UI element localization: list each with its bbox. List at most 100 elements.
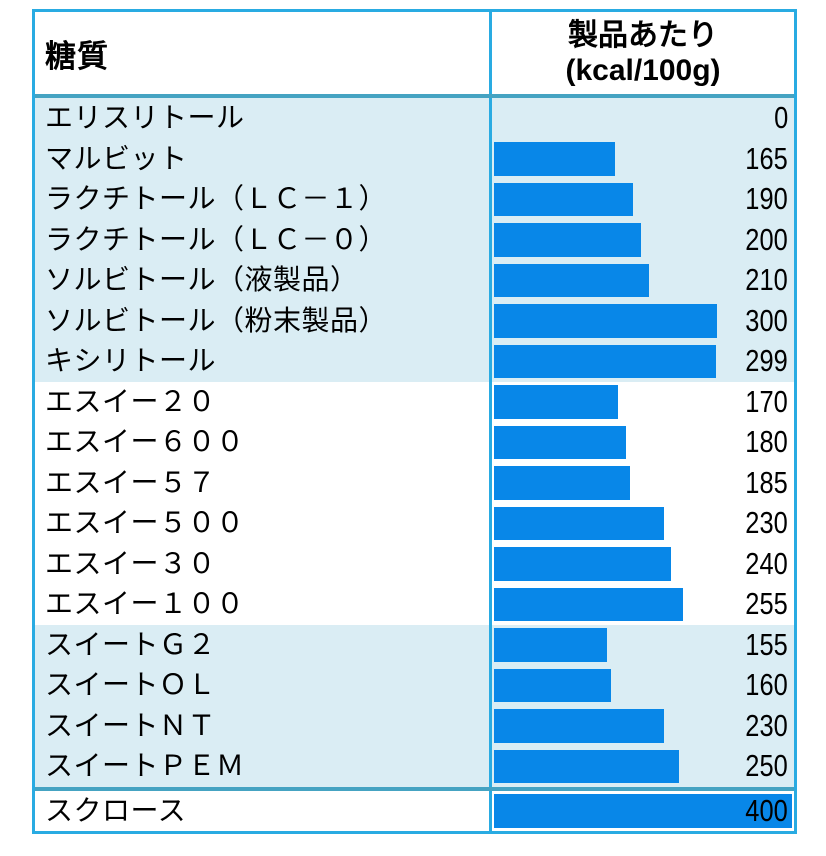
- calorie-value-number: 250: [745, 748, 788, 783]
- table-row: エスイー３０ 240: [35, 543, 794, 585]
- calorie-value: 190: [492, 179, 794, 220]
- calorie-bar: [494, 709, 664, 743]
- table-row: スイートＯＬ 160: [35, 665, 794, 706]
- calorie-bar: [494, 142, 615, 176]
- calorie-bar: [494, 263, 649, 297]
- calorie-value-number: 230: [745, 707, 788, 743]
- calorie-value-number: 180: [745, 424, 788, 459]
- table-row: スイートＧ２ 155: [35, 624, 794, 666]
- sugar-name: エスイー５７: [45, 466, 217, 498]
- table-row: ソルビトール（粉末製品） 300: [35, 300, 794, 342]
- calorie-cell: 210: [489, 260, 794, 301]
- calorie-value: 299: [492, 341, 794, 382]
- calorie-bar: [494, 466, 630, 500]
- calorie-cell: 299: [489, 341, 794, 382]
- calorie-value: 400: [492, 791, 794, 832]
- table-section-1: エリスリトール 0 マルビット 165 ラクチトール（ＬＣ－１） 190 ラクチトール（ＬＣ…: [35, 98, 794, 382]
- table-section-3: スイートＧ２ 155 スイートＯＬ 160 スイートＮＴ 230 スイートＰＥＭ 250: [35, 624, 794, 787]
- calorie-bar: [494, 344, 716, 378]
- calorie-value: 240: [492, 544, 794, 585]
- calorie-cell: 255: [489, 584, 794, 625]
- calorie-value: 185: [492, 463, 794, 504]
- calorie-value: 300: [492, 301, 794, 342]
- calorie-cell: 230: [489, 503, 794, 544]
- calorie-cell: 190: [489, 179, 794, 220]
- table-row: エスイー５７ 185: [35, 462, 794, 504]
- calorie-cell: 400: [489, 790, 794, 832]
- calorie-cell: 160: [489, 665, 794, 706]
- calorie-value-number: 255: [745, 586, 788, 621]
- calorie-value: 155: [492, 625, 794, 666]
- sugar-name: スイートＮＴ: [45, 709, 217, 741]
- calorie-bar: [494, 304, 717, 338]
- sugar-name: エスイー３０: [45, 547, 217, 579]
- table-section-2: エスイー２０ 170 エスイー６００ 180 エスイー５７ 185 エスイー５００ 230 エス…: [35, 381, 794, 625]
- calorie-cell: 170: [489, 381, 794, 423]
- calorie-value-number: 170: [745, 383, 788, 419]
- calorie-value: 0: [492, 98, 794, 139]
- calorie-value: 200: [492, 220, 794, 261]
- calorie-bar: [494, 223, 641, 257]
- column-header-value-line2: (kcal/100g): [565, 54, 721, 87]
- table-row: キシリトール 299: [35, 341, 794, 382]
- calorie-cell: 230: [489, 705, 794, 747]
- calorie-value-number: 0: [773, 100, 788, 135]
- table-row: スイートＰＥＭ 250: [35, 746, 794, 787]
- table-row: エスイー１００ 255: [35, 584, 794, 625]
- calorie-bar: [494, 628, 608, 662]
- calorie-value: 230: [492, 706, 794, 747]
- table-row: スクロース 400: [35, 790, 794, 832]
- calorie-cell: 180: [489, 422, 794, 463]
- calorie-value-number: 160: [745, 667, 788, 702]
- calorie-value: 255: [492, 584, 794, 625]
- calorie-value-number: 400: [745, 792, 788, 828]
- table-row: マルビット 165: [35, 138, 794, 179]
- sugar-name: ラクチトール（ＬＣ－１）: [45, 183, 388, 214]
- sugar-name: ラクチトール（ＬＣ－０）: [45, 223, 388, 255]
- column-header-value: 製品あたり (kcal/100g): [489, 12, 794, 94]
- calorie-value-number: 240: [745, 545, 788, 581]
- calorie-value: 160: [492, 665, 794, 706]
- calorie-value-number: 230: [745, 505, 788, 540]
- calorie-bar: [494, 668, 611, 702]
- table-row: エリスリトール 0: [35, 98, 794, 139]
- calorie-value-number: 165: [745, 140, 788, 176]
- calorie-value: 170: [492, 382, 794, 423]
- column-header-sugar: 糖質: [45, 38, 109, 74]
- calorie-cell: 200: [489, 219, 794, 261]
- sugar-calorie-table: 糖質 製品あたり (kcal/100g) エリスリトール 0 マルビット 165 ラクチ…: [32, 9, 797, 834]
- sugar-name: エスイー１００: [45, 588, 245, 619]
- column-header-value-line1: 製品あたり: [568, 18, 718, 52]
- calorie-bar: [494, 749, 679, 783]
- table-row: エスイー２０ 170: [35, 381, 794, 423]
- calorie-cell: 185: [489, 462, 794, 504]
- sugar-name: エスイー６００: [45, 426, 245, 457]
- table-row: スイートＮＴ 230: [35, 705, 794, 747]
- table-section-4: スクロース 400: [35, 786, 794, 832]
- table-row: ラクチトール（ＬＣ－０） 200: [35, 219, 794, 261]
- calorie-cell: 240: [489, 543, 794, 585]
- calorie-value-number: 300: [745, 302, 788, 338]
- sugar-name: スイートＰＥＭ: [45, 750, 245, 781]
- calorie-bar: [494, 182, 634, 216]
- calorie-value-number: 200: [745, 221, 788, 257]
- sugar-name: スイートＧ２: [45, 628, 217, 660]
- calorie-bar: [494, 385, 619, 419]
- table-row: エスイー６００ 180: [35, 422, 794, 463]
- sugar-name: スイートＯＬ: [45, 669, 217, 700]
- table-header-row: 糖質 製品あたり (kcal/100g): [35, 12, 794, 98]
- calorie-bar: [494, 547, 672, 581]
- calorie-value-number: 185: [745, 464, 788, 500]
- table-row: エスイー５００ 230: [35, 503, 794, 544]
- table-row: ソルビトール（液製品） 210: [35, 260, 794, 301]
- table-row: ラクチトール（ＬＣ－１） 190: [35, 179, 794, 220]
- calorie-value-number: 190: [745, 181, 788, 216]
- sugar-name: ソルビトール（粉末製品）: [45, 304, 388, 336]
- sugar-name: ソルビトール（液製品）: [45, 264, 359, 295]
- calorie-cell: 0: [489, 98, 794, 139]
- calorie-value-number: 155: [745, 626, 788, 662]
- calorie-value: 230: [492, 503, 794, 544]
- calorie-bar: [494, 587, 683, 621]
- table-body: エリスリトール 0 マルビット 165 ラクチトール（ＬＣ－１） 190 ラクチトール（ＬＣ…: [35, 98, 794, 831]
- calorie-value-number: 210: [745, 262, 788, 297]
